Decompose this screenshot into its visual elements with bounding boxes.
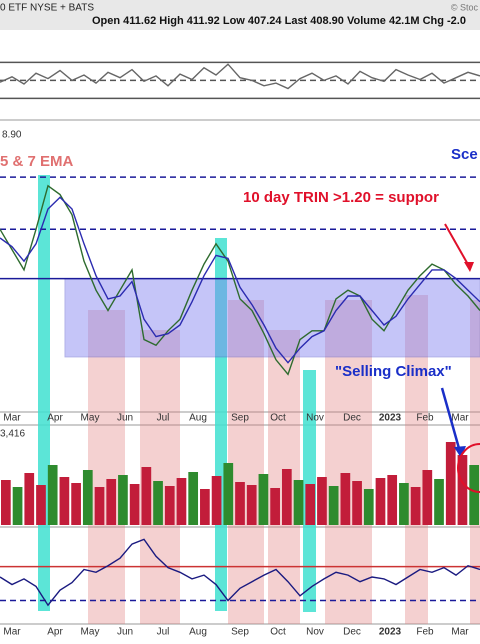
plot (0, 61, 480, 607)
volume-bar (434, 479, 444, 525)
highlight-circle (457, 443, 480, 493)
month-label: Mar (451, 413, 469, 424)
month-label: Nov (306, 413, 324, 424)
volume-bar (176, 478, 187, 525)
volume-bar (47, 465, 58, 525)
volume-bar (375, 478, 386, 525)
volume-bar (71, 483, 81, 525)
pink-bands (88, 295, 480, 624)
volume-bar (1, 480, 11, 525)
month-label: Aug (189, 413, 207, 424)
band (470, 300, 480, 624)
month-label: Mar (3, 627, 21, 638)
month-label: Dec (343, 627, 361, 638)
month-label: May (81, 413, 100, 424)
volume-bar (328, 486, 339, 525)
month-label: Jul (157, 413, 170, 424)
volume-bar (200, 489, 210, 525)
volume-bar (188, 472, 199, 525)
series-line (0, 196, 480, 364)
volume-bar (153, 481, 163, 525)
volume-bar (36, 485, 46, 525)
volume-bar (445, 442, 456, 525)
series-line (0, 63, 480, 90)
month-label: Sep (231, 413, 249, 424)
volume-bar (469, 465, 479, 525)
month-label: Apr (47, 413, 63, 424)
volume-bar (141, 467, 152, 525)
volume-bar (12, 487, 23, 525)
volume-bar (59, 477, 70, 525)
arrowhead (464, 262, 474, 272)
volume-bar (164, 486, 175, 525)
month-label: Apr (47, 627, 63, 638)
volume-bar (106, 479, 117, 525)
volume-bar (211, 476, 222, 525)
header-bar (0, 0, 480, 30)
volume-bar (410, 487, 421, 525)
volume-bar (352, 481, 362, 525)
volume-bar (246, 485, 257, 525)
volume-bar (293, 480, 304, 525)
month-label: Oct (270, 627, 286, 638)
month-label: Mar (3, 413, 21, 424)
month-label: May (81, 627, 100, 638)
band (228, 300, 264, 624)
stats: Open 411.62 High 411.92 Low 407.24 Last … (92, 15, 466, 27)
month-label: Oct (270, 413, 286, 424)
month-label: Aug (189, 627, 207, 638)
volume-bar (281, 469, 292, 525)
climax-note: "Selling Climax" (335, 363, 452, 380)
volume-bar (363, 489, 374, 525)
month-label: Dec (343, 413, 361, 424)
month-label: Feb (416, 413, 434, 424)
volume-bar (235, 482, 245, 525)
month-label: 2023 (379, 413, 402, 424)
volume-bar (305, 484, 316, 525)
month-label: 2023 (379, 627, 402, 638)
band (325, 300, 372, 624)
month-label: Feb (416, 627, 434, 638)
volume-bar (129, 484, 140, 525)
volume-bar (24, 473, 35, 525)
volume-label: 3,416 (0, 429, 25, 440)
arrowhead (454, 446, 466, 458)
series-line (0, 184, 480, 376)
volume-bar (399, 483, 409, 525)
month-label: Sep (231, 627, 249, 638)
support-zone (64, 278, 480, 358)
month-label: Jul (157, 627, 170, 638)
last-price: 8.90 (2, 130, 22, 141)
volume-bar (270, 488, 280, 525)
volume-bar (457, 455, 468, 525)
volume-bar (94, 487, 105, 525)
volume-bar (118, 475, 128, 525)
month-label: Nov (306, 627, 324, 638)
arrow (444, 223, 471, 269)
trin-note: 10 day TRIN >1.20 = suppor (243, 189, 439, 206)
month-label: Jun (117, 413, 133, 424)
series-line (0, 538, 480, 607)
volume-bar (82, 470, 93, 525)
month-label: Mar (451, 627, 469, 638)
month-axis: Mar Mar Apr Apr May May Jun Jun Jul Jul Aug Aug Sep S… (3, 413, 469, 638)
ema-label: 5 & 7 EMA (0, 153, 74, 170)
corner-label: Sce (451, 146, 478, 163)
volume-bar (258, 474, 269, 525)
cyan-bar (38, 175, 50, 611)
arrow (440, 387, 462, 453)
month-label: Jun (117, 627, 133, 638)
credit: © Stoc (451, 2, 479, 12)
volume-bar (387, 475, 398, 525)
band (405, 295, 428, 624)
symbol: 0 ETF NYSE + BATS (0, 3, 94, 14)
volume-bar (317, 477, 327, 525)
volume-bar (223, 463, 234, 525)
volume-bar (340, 473, 351, 525)
volume-bar (422, 470, 433, 525)
